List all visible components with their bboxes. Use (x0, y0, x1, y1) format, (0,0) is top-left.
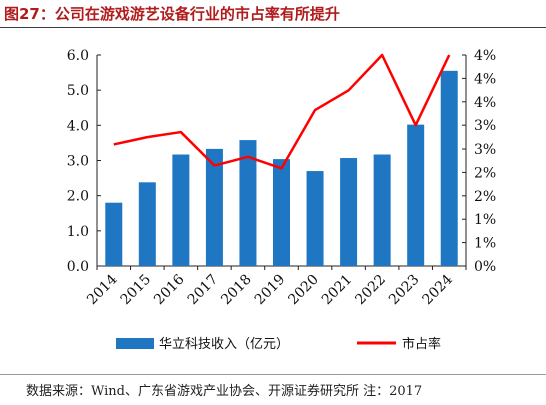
revenue-bar (407, 124, 425, 266)
left-axis-tick-label: 4.0 (67, 118, 89, 134)
revenue-bar (273, 159, 290, 266)
revenue-bar (306, 171, 324, 266)
right-axis-tick-label: 0% (474, 259, 496, 275)
revenue-bar (340, 158, 358, 266)
revenue-bar (440, 70, 458, 266)
x-axis-tick-label: 2018 (218, 272, 255, 309)
right-axis-tick-label: 1% (474, 212, 496, 228)
right-axis-tick-label: 2% (474, 189, 496, 205)
x-axis-tick-label: 2017 (185, 272, 222, 309)
revenue-bar (239, 140, 257, 266)
right-axis-tick-label: 4% (474, 95, 496, 111)
left-axis-tick-label: 6.0 (67, 48, 89, 64)
x-axis-tick-label: 2016 (151, 271, 188, 308)
right-axis-tick-label: 1% (474, 236, 496, 252)
revenue-bar (205, 148, 223, 266)
source-note: 数据来源：Wind、广东省游戏产业协会、开源证券研究所 注：2017 (26, 384, 423, 399)
right-axis-tick-label: 4% (474, 71, 496, 87)
x-axis-tick-label: 2019 (252, 272, 289, 309)
line-layer (113, 53, 451, 170)
left-axis-tick-label: 3.0 (67, 154, 89, 170)
x-axis-tick-label: 2024 (420, 271, 457, 308)
figure-title: 图27：公司在游戏游艺设备行业的市占率有所提升 (4, 5, 340, 23)
x-axis-tick-label: 2014 (84, 271, 121, 308)
legend-label-share: 市占率 (402, 336, 441, 352)
legend-label-revenue: 华立科技收入（亿元） (159, 337, 289, 352)
chart: 0.0 1.0 2.0 3.0 4.0 5.0 6.0 0% 1% 1% 2% 2% 3% 3% 4% 4% 4… (67, 48, 496, 352)
x-axis-tick-label: 2023 (386, 272, 423, 309)
bars-layer (105, 70, 458, 266)
left-axis-tick-label: 2.0 (67, 189, 89, 205)
legend: 华立科技收入（亿元） 市占率 (116, 336, 441, 352)
legend-swatch-revenue (116, 338, 154, 349)
x-axis-tick-label: 2021 (319, 272, 356, 309)
x-axis-tick-label: 2020 (285, 272, 322, 309)
left-axis-tick-label: 1.0 (67, 224, 89, 240)
right-axis-tick-label: 2% (474, 165, 496, 181)
market-share-line (113, 53, 451, 170)
right-axis-tick-label: 3% (474, 142, 496, 158)
revenue-bar (138, 182, 156, 266)
footer-divider (0, 374, 546, 375)
x-axis-tick-label: 2022 (352, 272, 389, 309)
right-axis-tick-label: 3% (474, 118, 496, 134)
left-axis-tick-label: 5.0 (67, 83, 89, 99)
revenue-bar (373, 154, 391, 266)
revenue-bar (172, 154, 190, 266)
revenue-bar (105, 202, 123, 266)
left-axis-tick-label: 0.0 (67, 259, 89, 275)
title-divider (0, 27, 546, 28)
right-axis-tick-label: 4% (474, 48, 496, 64)
x-axis-tick-label: 2015 (118, 272, 155, 309)
